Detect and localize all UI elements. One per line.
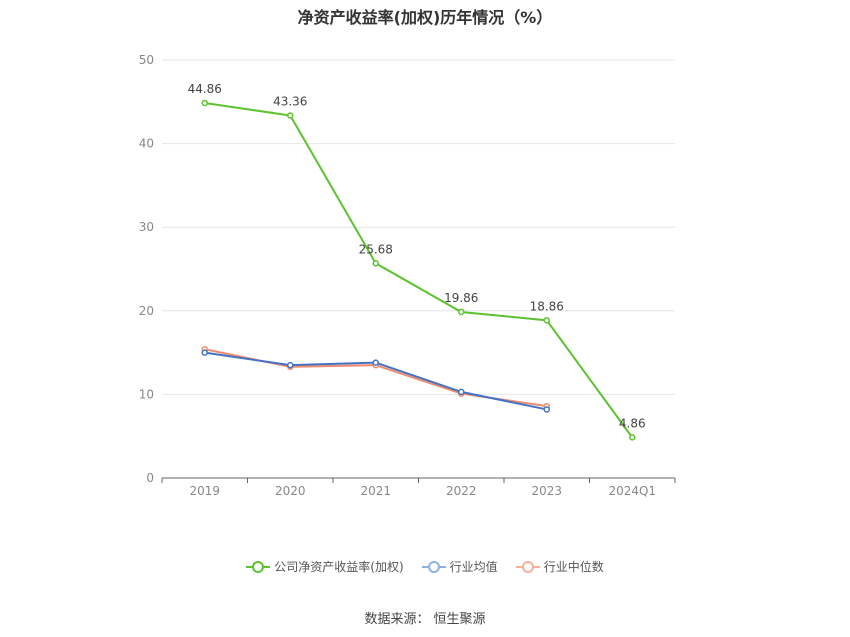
- legend: 公司净资产收益率(加权) 行业均值 行业中位数: [0, 558, 850, 575]
- y-tick-label: 20: [139, 304, 154, 318]
- data-point: [372, 260, 379, 267]
- data-label: 19.86: [444, 291, 478, 305]
- data-point: [458, 308, 465, 316]
- x-tick-label: 2024Q1: [608, 484, 656, 498]
- data-point: [201, 349, 208, 356]
- y-tick-label: 10: [139, 387, 154, 401]
- y-tick-label: 40: [139, 137, 154, 151]
- data-label: 4.86: [619, 416, 646, 430]
- source-name: 恒生聚源: [433, 612, 486, 627]
- legend-item-company-roe[interactable]: 公司净资产收益率(加权): [246, 558, 404, 575]
- series-line: [204, 101, 634, 438]
- data-point: [543, 406, 550, 413]
- x-tick-label: 2021: [360, 484, 391, 498]
- data-label: 43.36: [273, 95, 307, 109]
- data-label: 44.86: [188, 82, 222, 96]
- y-tick-label: 30: [139, 220, 154, 234]
- y-tick-label: 50: [139, 53, 154, 67]
- legend-label: 行业均值: [449, 560, 498, 574]
- x-tick-label: 2019: [189, 484, 220, 498]
- data-label: 25.68: [359, 242, 393, 256]
- x-tick-label: 2023: [531, 484, 562, 498]
- data-point: [287, 112, 294, 119]
- data-point: [287, 361, 294, 369]
- legend-item-industry-median[interactable]: 行业中位数: [515, 558, 604, 575]
- x-tick-label: 2022: [446, 484, 477, 498]
- legend-label: 行业中位数: [543, 560, 604, 574]
- legend-marker-icon: [246, 560, 271, 573]
- legend-marker-icon: [421, 560, 446, 573]
- source-label: 数据来源：: [364, 612, 430, 627]
- data-point: [372, 359, 379, 366]
- data-point: [201, 99, 208, 107]
- data-source: 数据来源： 恒生聚源: [0, 608, 850, 627]
- legend-item-industry-mean[interactable]: 行业均值: [421, 558, 498, 575]
- legend-marker-icon: [515, 560, 540, 573]
- data-label: 18.86: [530, 299, 564, 313]
- chart-title: 净资产收益率(加权)历年情况（%）: [297, 8, 553, 27]
- legend-label: 公司净资产收益率(加权): [274, 560, 404, 574]
- data-point: [629, 434, 636, 441]
- x-tick-label: 2020: [275, 484, 306, 498]
- y-tick-label: 0: [146, 471, 154, 485]
- data-point: [458, 388, 465, 396]
- series-line: [204, 348, 547, 408]
- data-point: [543, 317, 550, 324]
